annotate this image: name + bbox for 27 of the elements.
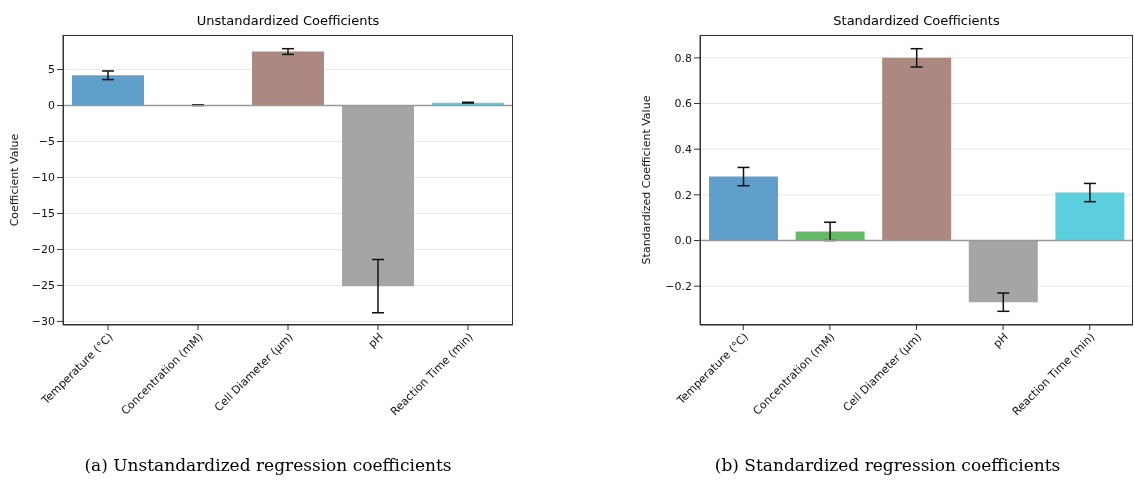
text: (b) Standardized regression coefficients	[713, 455, 1062, 475]
y-tick-label: 0.2	[674, 188, 692, 202]
y-tick-label: 0.6	[674, 97, 692, 111]
x-tick-label: pH	[365, 330, 386, 351]
text: (a) Unstandardized regression coefficients	[83, 455, 453, 475]
y-tick-label: −15	[31, 207, 55, 221]
y-tick-label: −5	[38, 135, 55, 149]
y-tick-label: 0	[48, 99, 55, 113]
x-tick-label: pH	[990, 330, 1011, 351]
y-tick-label: −20	[31, 243, 55, 257]
chart-title: Unstandardized Coefficients	[195, 13, 381, 28]
bar	[252, 51, 324, 106]
bar	[882, 57, 952, 241]
y-tick-label: 5	[48, 63, 55, 77]
bar	[1055, 192, 1125, 241]
bar	[72, 75, 144, 106]
y-tick-label: 0.8	[674, 51, 692, 65]
y-tick-label: −0.2	[665, 280, 692, 294]
y-tick-label: 0.4	[674, 143, 692, 157]
y-tick-label: −25	[31, 279, 55, 293]
y-tick-label: 0.0	[674, 234, 692, 248]
chart-title: Standardized Coefficients	[832, 13, 1001, 28]
y-tick-label: −30	[31, 315, 55, 329]
bar	[709, 176, 778, 241]
y-axis-title: Coefficient Value	[7, 133, 21, 227]
y-axis-title: Standardized Coefficient Value	[639, 95, 653, 265]
y-tick-label: −10	[31, 171, 55, 185]
